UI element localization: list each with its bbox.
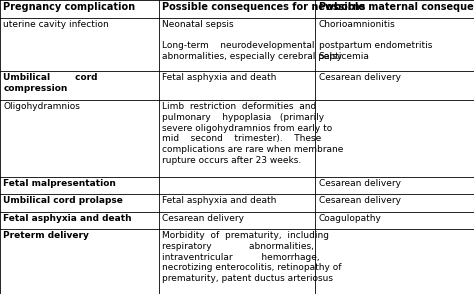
Text: Fetal malpresentation: Fetal malpresentation: [3, 179, 117, 188]
Text: Chorioamnionitis

postpartum endometritis
Septicemia: Chorioamnionitis postpartum endometritis…: [319, 20, 432, 61]
Text: Pregnancy complication: Pregnancy complication: [3, 2, 136, 12]
Text: Cesarean delivery: Cesarean delivery: [319, 73, 401, 82]
Text: Possible maternal consequences: Possible maternal consequences: [319, 2, 474, 12]
Text: uterine cavity infection: uterine cavity infection: [3, 20, 109, 29]
Text: Fetal asphyxia and death: Fetal asphyxia and death: [162, 196, 277, 205]
Text: Oligohydramnios: Oligohydramnios: [3, 102, 81, 111]
Text: Neonatal sepsis

Long-term    neurodevelopmental
abnormalities, especially cereb: Neonatal sepsis Long-term neurodevelopme…: [162, 20, 342, 61]
Text: Umbilical cord prolapse: Umbilical cord prolapse: [3, 196, 123, 205]
Text: Preterm delivery: Preterm delivery: [3, 231, 90, 240]
Text: Cesarean delivery: Cesarean delivery: [319, 179, 401, 188]
Text: Cesarean delivery: Cesarean delivery: [162, 214, 244, 223]
Text: Cesarean delivery: Cesarean delivery: [319, 196, 401, 205]
Text: Umbilical        cord
compression: Umbilical cord compression: [3, 73, 98, 93]
Text: Fetal asphyxia and death: Fetal asphyxia and death: [162, 73, 277, 82]
Text: Limb  restriction  deformities  and
pulmonary    hypoplasia   (primarily
severe : Limb restriction deformities and pulmona…: [162, 102, 344, 165]
Text: Possible consequences for newborns: Possible consequences for newborns: [162, 2, 365, 12]
Text: Morbidity  of  prematurity,  including
respiratory             abnormalities,
in: Morbidity of prematurity, including resp…: [162, 231, 342, 283]
Text: Fetal asphyxia and death: Fetal asphyxia and death: [3, 214, 132, 223]
Text: Coagulopathy: Coagulopathy: [319, 214, 382, 223]
